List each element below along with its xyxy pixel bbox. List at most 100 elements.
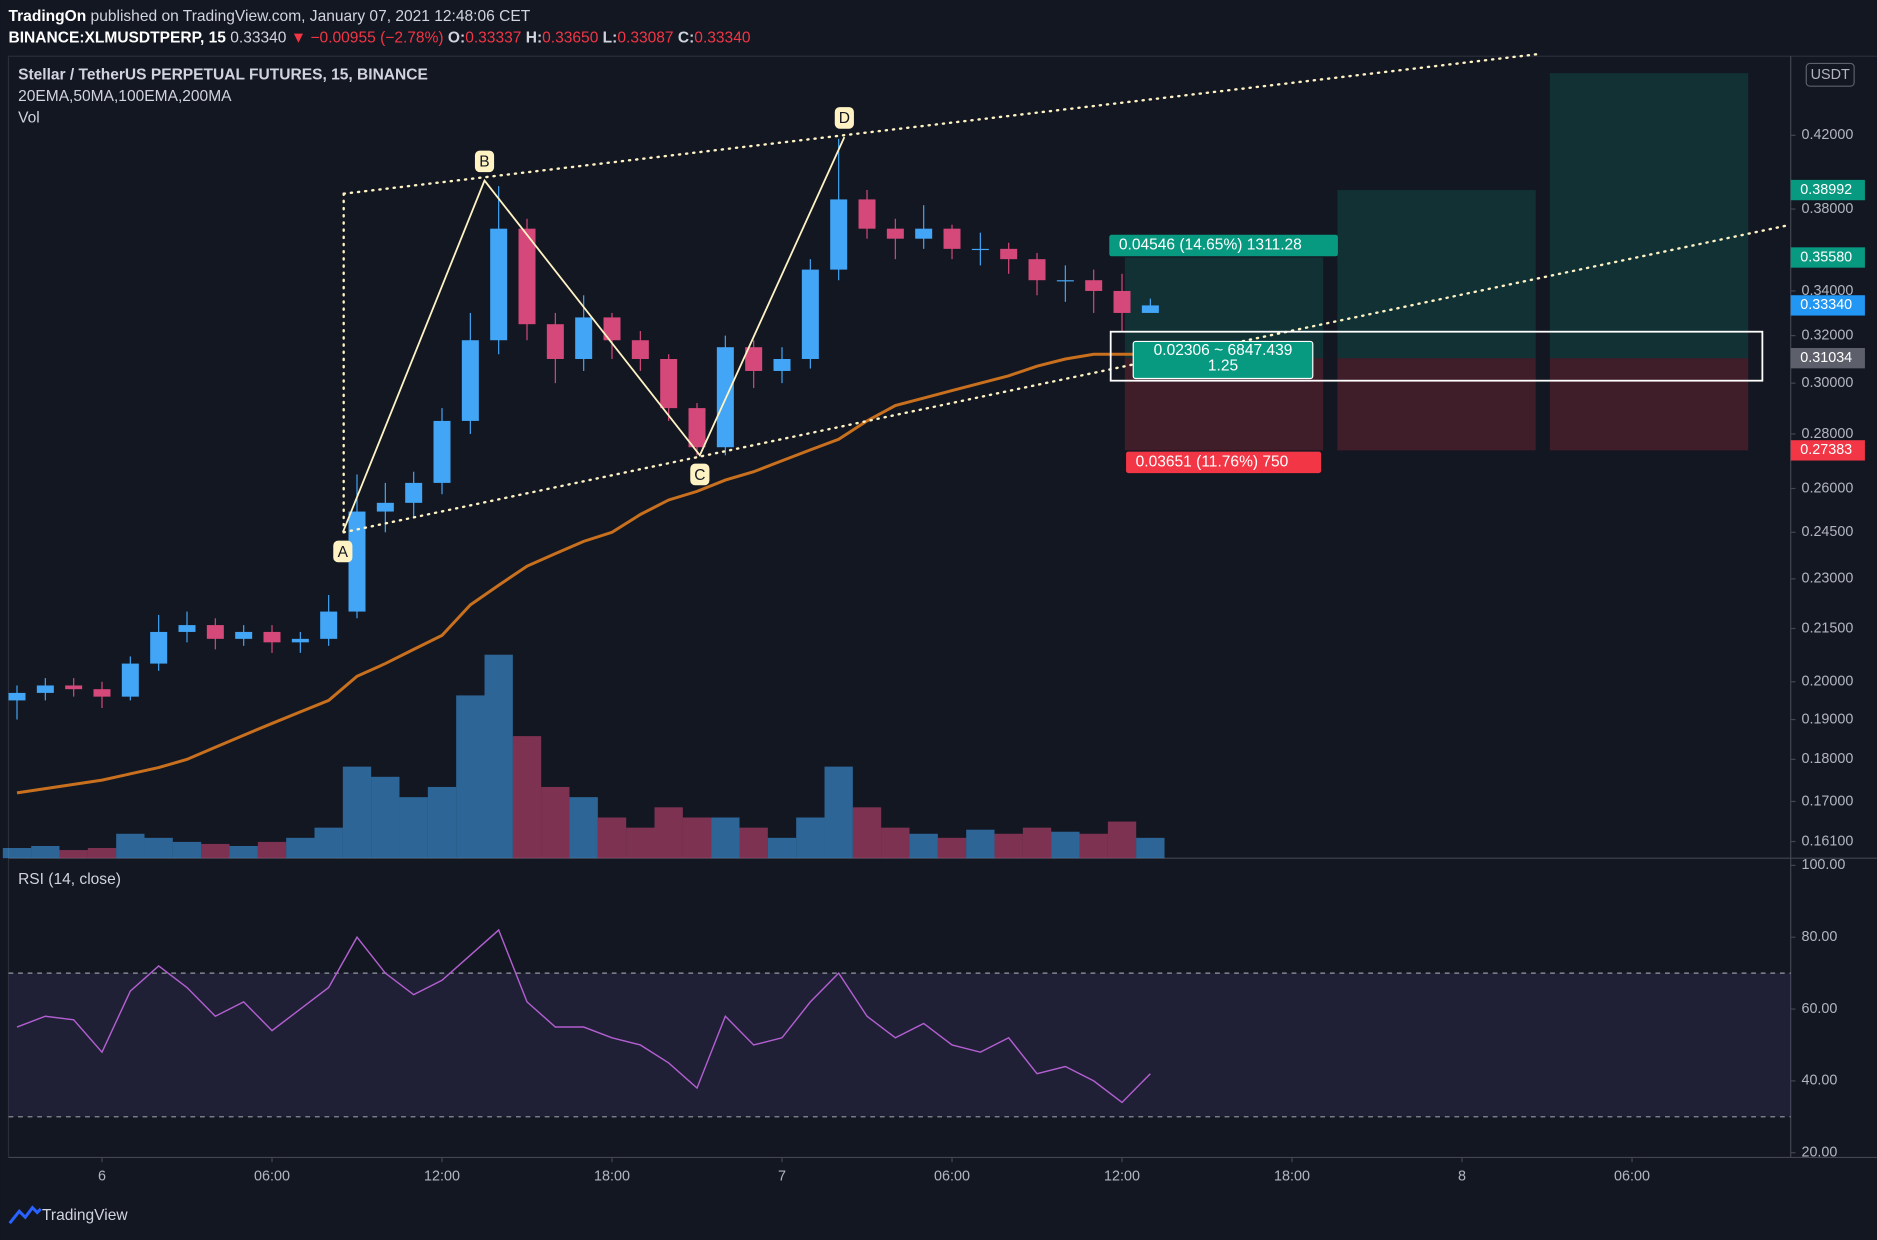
price-badge xyxy=(1790,179,1865,201)
trendline xyxy=(342,52,1540,195)
loss-box xyxy=(1126,451,1322,474)
pattern-line xyxy=(342,136,846,533)
candle-body xyxy=(206,625,224,639)
profit-zone xyxy=(1549,73,1749,359)
ratio-text: 1.25 xyxy=(1208,358,1238,375)
volume-bar xyxy=(852,807,882,859)
volume-bar xyxy=(257,841,287,859)
pattern-label-box xyxy=(690,463,710,486)
candle-body xyxy=(1028,259,1046,281)
candle-body xyxy=(943,228,961,249)
volume-bar xyxy=(1022,827,1052,859)
candle-body xyxy=(1056,280,1074,282)
candle-body xyxy=(65,685,83,690)
candle-body xyxy=(546,324,564,359)
volume-bar xyxy=(881,827,910,859)
profit-box xyxy=(1109,234,1338,257)
volume-bar xyxy=(654,807,683,859)
price-title: Stellar / TetherUS PERPETUAL FUTURES, 15… xyxy=(18,67,428,84)
x-tick-label: 8 xyxy=(1458,1168,1466,1184)
price-badge xyxy=(1790,440,1865,461)
volume-bar xyxy=(2,848,32,859)
o-label: O: xyxy=(448,29,465,46)
loss-zone xyxy=(1549,358,1749,451)
candle-body xyxy=(858,199,876,229)
y-tick-label: 0.17000 xyxy=(1801,793,1853,809)
candle-body xyxy=(36,685,54,693)
logo-mark xyxy=(8,1205,42,1225)
volume-bar xyxy=(994,833,1023,859)
y-tick-label: 100.00 xyxy=(1801,857,1845,873)
price-badge-label: 0.35580 xyxy=(1800,249,1852,265)
x-tick-label: 06:00 xyxy=(934,1168,970,1184)
volume-bar xyxy=(796,817,825,859)
candle-body xyxy=(971,248,989,251)
volume-bar xyxy=(59,850,88,859)
volume-bar xyxy=(541,786,570,859)
price-badge-label: 0.33340 xyxy=(1800,297,1852,313)
volume-bar xyxy=(427,786,457,859)
volume-bar xyxy=(87,848,117,859)
candle-body xyxy=(320,611,338,639)
pattern-label: C xyxy=(694,467,705,484)
price-badge xyxy=(1790,295,1865,316)
candle-body xyxy=(121,663,139,697)
volume-bar xyxy=(314,827,343,859)
x-tick-label: 06:00 xyxy=(1614,1168,1650,1184)
candle-body xyxy=(1085,280,1103,291)
y-tick-label: 0.16100 xyxy=(1801,833,1853,849)
last-price: 0.33340 xyxy=(230,29,287,46)
rsi-band xyxy=(8,973,1791,1117)
y-tick-label: 40.00 xyxy=(1801,1073,1837,1089)
volume-bar xyxy=(909,833,938,859)
volume-bar xyxy=(1136,837,1165,859)
candle-body xyxy=(490,228,508,341)
loss-text: 0.03651 (11.76%) 750 xyxy=(1136,453,1289,470)
y-tick-label: 0.18000 xyxy=(1801,751,1853,767)
x-tick-label: 06:00 xyxy=(254,1168,290,1184)
published: published on TradingView.com, January 07… xyxy=(91,8,531,25)
x-tick-label: 18:00 xyxy=(594,1168,630,1184)
y-tick-label: 0.26000 xyxy=(1801,480,1853,496)
header-line: TradingOn published on TradingView.com, … xyxy=(9,8,531,25)
volume-label: Vol xyxy=(18,110,40,127)
price-badge-label: 0.31034 xyxy=(1800,350,1852,366)
loss-zone xyxy=(1337,358,1536,451)
rsi-line xyxy=(16,928,1151,1104)
volume-bar xyxy=(172,841,202,859)
candle-body xyxy=(461,340,479,421)
volume-bar xyxy=(201,843,230,859)
volume-bar xyxy=(966,829,995,859)
price-badge xyxy=(1790,348,1865,369)
candle-body xyxy=(348,511,366,612)
candle-body xyxy=(93,689,111,697)
ema-line xyxy=(16,352,1151,795)
x-tick-label: 12:00 xyxy=(424,1168,460,1184)
trendline xyxy=(342,223,1792,534)
candle-body xyxy=(575,317,593,359)
volume-bar xyxy=(342,766,372,859)
info-text: 0.02306 ~ 6847.439 xyxy=(1154,342,1293,359)
info-box xyxy=(1132,340,1314,380)
candle-body xyxy=(773,358,791,371)
volume-bar xyxy=(456,695,485,859)
candle-body xyxy=(631,340,649,359)
volume-bar xyxy=(286,837,315,859)
candle-body xyxy=(263,631,281,643)
l-label: L: xyxy=(603,29,618,46)
volume-bar xyxy=(371,776,400,859)
candle-body xyxy=(8,692,26,701)
y-tick-label: 0.32000 xyxy=(1801,327,1853,343)
indicators: 20EMA,50MA,100EMA,200MA xyxy=(18,88,232,105)
volume-bar xyxy=(937,837,967,859)
symbol: BINANCE:XLMUSDTPERP, 15 xyxy=(9,29,227,46)
candle-body xyxy=(235,631,253,639)
candle-body xyxy=(150,631,168,664)
publisher: TradingOn xyxy=(9,8,87,25)
candle-body xyxy=(291,638,309,643)
pattern-label-box xyxy=(834,107,854,129)
y-tick-label: 80.00 xyxy=(1801,929,1837,945)
volume-bar xyxy=(116,833,145,859)
